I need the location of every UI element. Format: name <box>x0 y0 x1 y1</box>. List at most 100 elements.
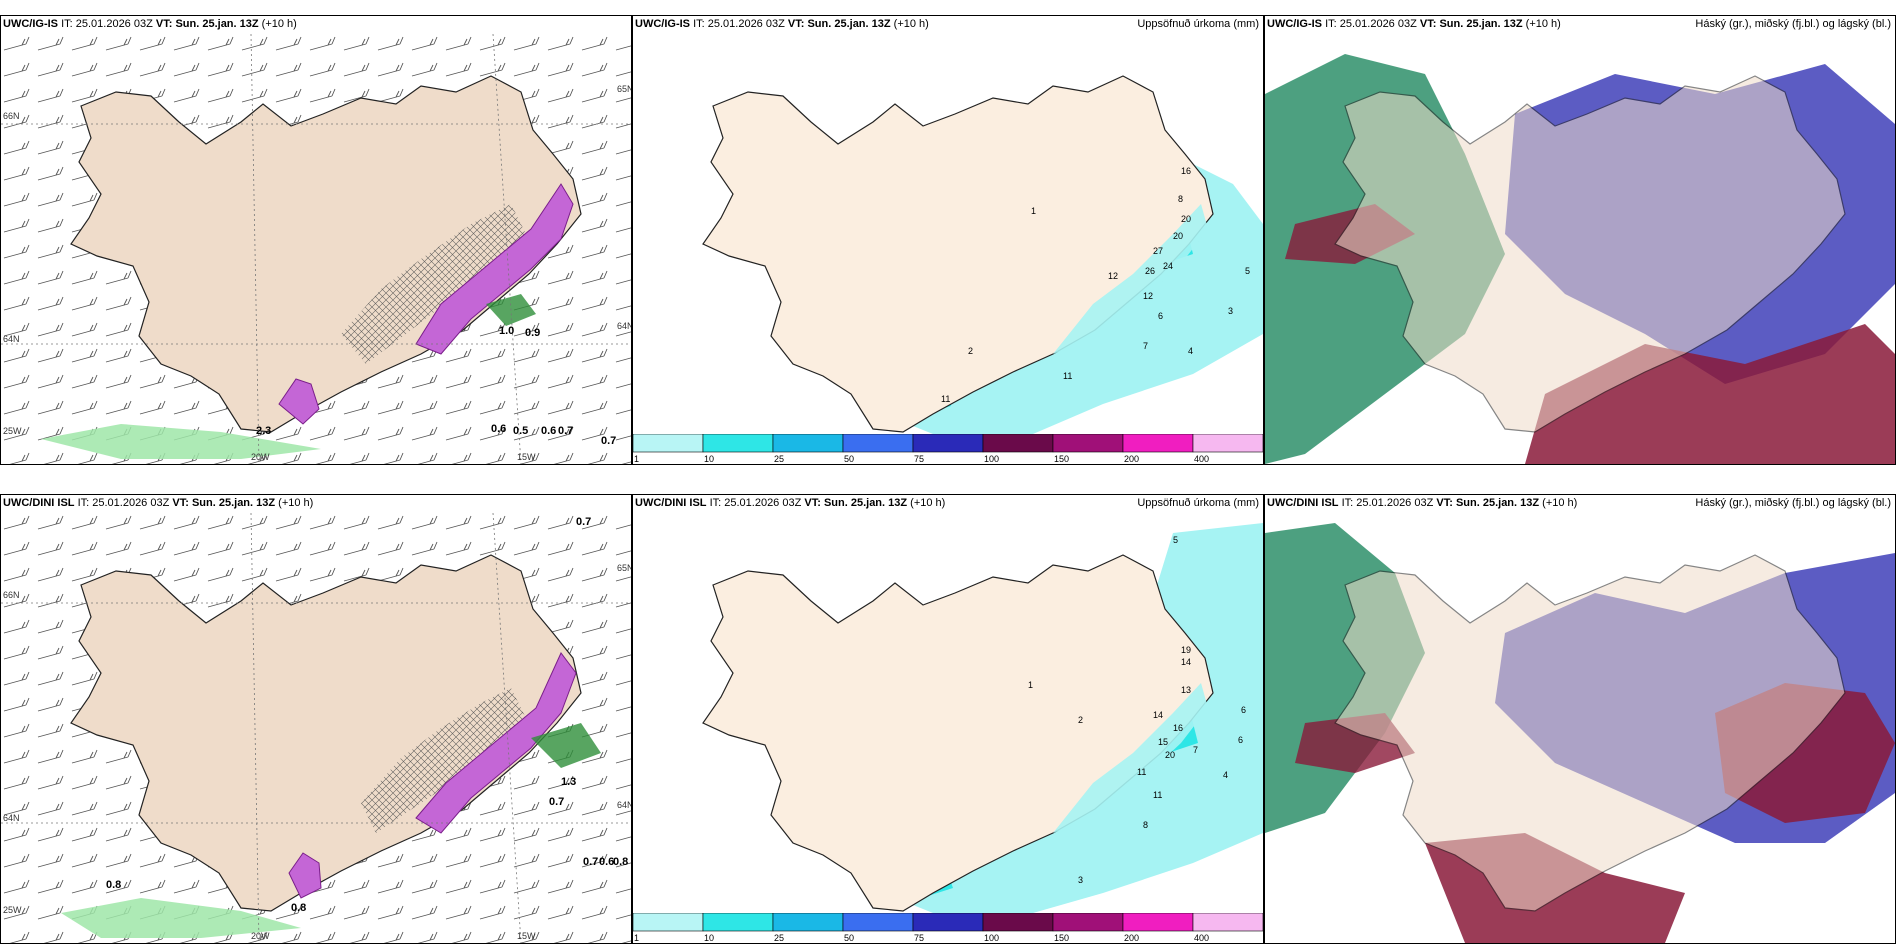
colorbar-tick-label: 200 <box>1124 933 1139 943</box>
wind-map[interactable]: 0.6 0.5 0.7 0.6 0.7 1.0 0.9 2.3 <box>1 34 631 464</box>
colorbar-segment <box>1052 913 1124 932</box>
colorbar-tick-label: 150 <box>1054 933 1069 943</box>
precip-overlay-land <box>1053 204 1208 354</box>
colorbar-segment <box>633 434 704 453</box>
lon-label: 15W <box>517 452 536 462</box>
map-area[interactable]: 0.6 0.5 0.7 0.6 0.7 1.0 0.9 2.3 <box>1 34 631 464</box>
lon-label: 15W <box>517 931 536 941</box>
colorbar-tick-label: 100 <box>984 933 999 943</box>
precip-value: 5 <box>1173 535 1178 545</box>
colorbar-segment <box>982 913 1054 932</box>
precip-value: 15 <box>1158 737 1168 747</box>
colorbar-tick-label: 75 <box>914 933 924 943</box>
colorbar: 1 10 25 50 75 100 150 200 400 <box>633 913 1263 943</box>
value-label: 2.3 <box>256 425 271 437</box>
precip-value: 11 <box>1137 767 1146 777</box>
precip-value: 7 <box>1143 341 1148 351</box>
colorbar-tick-label: 1 <box>634 933 639 943</box>
lat-label: 66N <box>3 111 20 121</box>
rain-area-green <box>61 898 301 938</box>
panel-title: UWC/IG-IS IT: 25.01.2026 03Z VT: Sun. 25… <box>3 18 297 30</box>
map-area[interactable]: 1 2 3 4 5 6 7 8 11 13 14 15 16 19 20 14 … <box>633 513 1263 913</box>
precip-value: 7 <box>1193 745 1198 755</box>
precip-value: 12 <box>1143 291 1153 301</box>
lat-label: 65N <box>617 563 632 573</box>
map-area[interactable] <box>1265 34 1895 464</box>
precip-value: 11 <box>941 394 950 404</box>
iceland-land <box>1334 75 1846 433</box>
snow-hatch <box>361 688 526 833</box>
lon-label: 20W <box>251 452 270 462</box>
panel-ig-is-wind-precip: UWC/IG-IS IT: 25.01.2026 03Z VT: Sun. 25… <box>0 15 632 465</box>
lat-label: 64N <box>3 334 20 344</box>
lat-label: 64N <box>617 321 632 331</box>
snow-area-purple-south <box>278 378 320 425</box>
lat-label: 25W <box>3 905 22 915</box>
value-label: 0.7 <box>576 516 591 528</box>
value-label: 0.7 <box>583 856 598 868</box>
colorbar-segment <box>1122 434 1194 453</box>
colorbar-tick-label: 50 <box>844 454 854 464</box>
colorbar-tick-label: 200 <box>1124 454 1139 464</box>
precip-value: 6 <box>1158 311 1163 321</box>
colorbar-segment <box>702 913 774 932</box>
cloud-map[interactable] <box>1265 513 1895 943</box>
map-area[interactable] <box>1265 513 1895 943</box>
precip-value: 11 <box>1063 371 1072 381</box>
precip-map[interactable]: 1 2 3 4 5 6 7 8 11 13 14 15 16 19 20 14 … <box>633 513 1263 913</box>
panel-ig-is-clouds: UWC/IG-IS IT: 25.01.2026 03Z VT: Sun. 25… <box>1264 15 1896 465</box>
lat-label: 64N <box>617 800 632 810</box>
value-label: 0.8 <box>613 856 628 868</box>
value-label: 0.9 <box>525 327 540 339</box>
precip-value: 14 <box>1153 710 1163 720</box>
value-label: 0.7 <box>549 796 564 808</box>
colorbar-svg: 1 10 25 50 75 100 150 200 400 <box>633 913 1263 943</box>
value-label: 0.8 <box>291 902 306 914</box>
colorbar-tick-label: 50 <box>844 933 854 943</box>
panel-dini-clouds: UWC/DINI ISL IT: 25.01.2026 03Z VT: Sun.… <box>1264 494 1896 944</box>
colorbar-tick-label: 10 <box>704 933 714 943</box>
iceland-land <box>70 75 582 433</box>
lon-label: 20W <box>251 931 270 941</box>
panel-dini-wind-precip: UWC/DINI ISL IT: 25.01.2026 03Z VT: Sun.… <box>0 494 632 944</box>
wind-map[interactable]: 0.7 0.8 0.7 0.6 0.8 0.8 1.3 0.7 <box>1 513 631 943</box>
colorbar-segment <box>1192 913 1263 932</box>
colorbar-segment <box>982 434 1054 453</box>
rain-area-green <box>41 424 321 459</box>
map-area[interactable]: 0.7 0.8 0.7 0.6 0.8 0.8 1.3 0.7 <box>1 513 631 943</box>
precip-map[interactable]: 1 2 3 4 5 6 7 8 11 12 16 20 24 26 27 20 … <box>633 34 1263 434</box>
colorbar-tick-label: 25 <box>774 933 784 943</box>
panel-dini-accum-precip: UWC/DINI ISL IT: 25.01.2026 03Z VT: Sun.… <box>632 494 1264 944</box>
colorbar-segment <box>772 434 844 453</box>
colorbar-segment <box>633 913 704 932</box>
precip-value: 3 <box>1078 875 1083 885</box>
precip-value: 4 <box>1188 346 1193 356</box>
panel-subtitle: Háský (gr.), miðský (fj.bl.) og lágský (… <box>1695 497 1891 509</box>
precip-value: 6 <box>1238 735 1243 745</box>
colorbar-svg: 1 10 25 50 75 100 150 200 400 <box>633 434 1263 464</box>
iceland-land <box>70 554 582 912</box>
snow-area-purple <box>415 652 577 834</box>
panel-title: UWC/DINI ISL IT: 25.01.2026 03Z VT: Sun.… <box>635 497 946 509</box>
precip-value: 13 <box>1181 685 1191 695</box>
colorbar-segment <box>912 913 984 932</box>
colorbar-segment <box>702 434 774 453</box>
value-label: 0.7 <box>601 435 616 447</box>
cloud-map[interactable] <box>1265 34 1895 464</box>
colorbar-segment <box>1122 913 1194 932</box>
colorbar-tick-label: 400 <box>1194 454 1209 464</box>
precip-value: 16 <box>1181 166 1191 176</box>
colorbar-segment <box>842 434 914 453</box>
colorbar-tick-label: 75 <box>914 454 924 464</box>
snow-area-purple <box>415 183 574 355</box>
precip-value: 3 <box>1228 306 1233 316</box>
map-area[interactable]: 1 2 3 4 5 6 7 8 11 12 16 20 24 26 27 20 … <box>633 34 1263 434</box>
panel-subtitle: Uppsöfnuð úrkoma (mm) <box>1137 497 1259 509</box>
precip-value: 19 <box>1181 645 1191 655</box>
value-label: 0.6 <box>491 423 506 435</box>
lat-label: 25W <box>3 426 22 436</box>
precip-value: 26 <box>1145 266 1155 276</box>
colorbar-tick-label: 400 <box>1194 933 1209 943</box>
precip-value: 6 <box>1241 705 1246 715</box>
precip-value: 1 <box>1031 206 1036 216</box>
